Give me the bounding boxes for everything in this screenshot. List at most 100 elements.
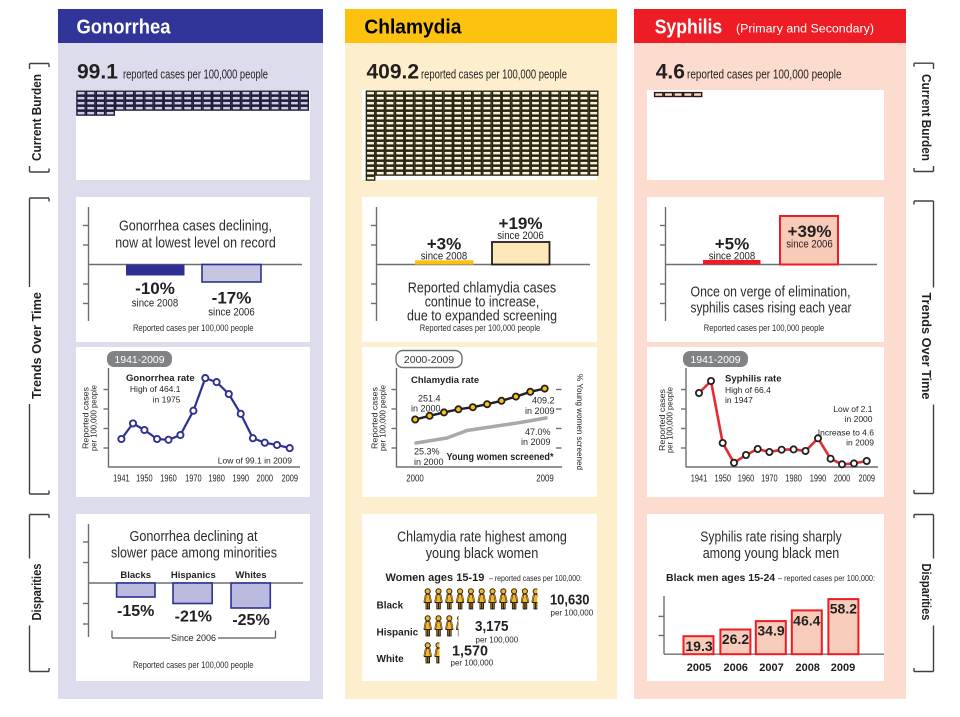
svg-text:+19%: +19% xyxy=(499,214,543,233)
svg-text:reported cases per 100,000 peo: reported cases per 100,000 people xyxy=(687,67,842,82)
svg-text:Current Burden: Current Burden xyxy=(30,74,44,161)
svg-text:1970: 1970 xyxy=(185,474,202,485)
svg-text:White: White xyxy=(377,654,405,665)
svg-text:% Young women screened: % Young women screened xyxy=(575,374,585,470)
svg-text:per 100,000 people: per 100,000 people xyxy=(89,385,99,451)
svg-text:+5%: +5% xyxy=(715,235,750,254)
svg-text:Reported cases per 100,000 peo: Reported cases per 100,000 people xyxy=(704,323,825,334)
svg-text:409.2: 409.2 xyxy=(367,61,420,84)
svg-text:34.9: 34.9 xyxy=(757,623,784,639)
svg-text:in 1947: in 1947 xyxy=(725,395,753,405)
svg-text:Reported cases: Reported cases xyxy=(81,387,91,449)
svg-text:(Primary and Secondary): (Primary and Secondary) xyxy=(736,24,874,36)
svg-text:2009: 2009 xyxy=(536,474,554,485)
svg-text:1950: 1950 xyxy=(714,474,731,485)
svg-text:251.4: 251.4 xyxy=(418,394,441,404)
svg-text:High of 66.4: High of 66.4 xyxy=(725,385,771,395)
svg-text:per 100,000 people: per 100,000 people xyxy=(665,387,675,453)
svg-text:409.2: 409.2 xyxy=(532,396,555,406)
svg-text:1960: 1960 xyxy=(738,474,755,485)
svg-text:-10%: -10% xyxy=(135,279,175,298)
svg-text:2009: 2009 xyxy=(858,474,875,485)
svg-text:in 2000: in 2000 xyxy=(411,404,441,414)
svg-text:Reported cases per 100,000 peo: Reported cases per 100,000 people xyxy=(420,323,541,334)
svg-text:Syphilis: Syphilis xyxy=(655,17,723,39)
svg-text:-15%: -15% xyxy=(117,603,154,620)
svg-text:1941: 1941 xyxy=(113,474,130,485)
svg-text:Disparities: Disparities xyxy=(919,564,933,621)
svg-text:4.6: 4.6 xyxy=(656,61,685,84)
svg-text:per 100,000: per 100,000 xyxy=(551,609,594,618)
svg-text:2007: 2007 xyxy=(759,662,783,674)
svg-text:in 2000: in 2000 xyxy=(845,414,873,424)
svg-text:1980: 1980 xyxy=(208,474,225,485)
svg-text:Low of 2.1: Low of 2.1 xyxy=(833,404,872,414)
svg-text:Gonorrhea declining at: Gonorrhea declining at xyxy=(130,529,258,545)
svg-text:continue to increase,: continue to increase, xyxy=(425,295,540,311)
svg-text:High of 464.1: High of 464.1 xyxy=(130,384,181,394)
svg-text:Low of 99.1 in 2009: Low of 99.1 in 2009 xyxy=(218,456,292,466)
svg-text:58.2: 58.2 xyxy=(830,601,857,617)
svg-text:reported cases per 100,000 peo: reported cases per 100,000 people xyxy=(421,67,567,82)
svg-text:2009: 2009 xyxy=(281,474,298,485)
svg-text:in 1975: in 1975 xyxy=(153,395,181,405)
svg-text:Gonorrhea: Gonorrhea xyxy=(77,17,172,39)
svg-text:per 100,000: per 100,000 xyxy=(451,659,494,668)
svg-text:Reported cases: Reported cases xyxy=(657,389,667,451)
svg-text:2000-2009: 2000-2009 xyxy=(404,354,454,366)
svg-text:Gonorrhea rate: Gonorrhea rate xyxy=(126,373,195,384)
svg-text:now at lowest level on record: now at lowest level on record xyxy=(115,236,276,252)
svg-text:Women ages 15-19: Women ages 15-19 xyxy=(386,572,485,584)
svg-text:1941-2009: 1941-2009 xyxy=(114,354,164,366)
svg-text:Blacks: Blacks xyxy=(120,570,151,581)
svg-text:per 100,000: per 100,000 xyxy=(476,636,519,645)
svg-text:1990: 1990 xyxy=(232,474,249,485)
svg-text:Once on verge of elimination,: Once on verge of elimination, xyxy=(691,285,851,301)
svg-text:in 2009: in 2009 xyxy=(846,438,874,448)
svg-text:reported cases per 100,000 peo: reported cases per 100,000 people xyxy=(123,67,268,82)
svg-text:Black: Black xyxy=(377,601,404,612)
svg-text:due to expanded screening: due to expanded screening xyxy=(407,309,557,325)
svg-text:47.0%: 47.0% xyxy=(525,427,551,437)
svg-text:1970: 1970 xyxy=(761,474,778,485)
svg-text:Disparities: Disparities xyxy=(30,563,44,620)
svg-text:Trends Over Time: Trends Over Time xyxy=(919,293,933,400)
svg-text:2000: 2000 xyxy=(406,474,424,485)
svg-text:1990: 1990 xyxy=(810,474,827,485)
svg-text:Hispanic: Hispanic xyxy=(377,628,419,639)
svg-text:Young women screened*: Young women screened* xyxy=(447,452,554,463)
svg-text:since 2008: since 2008 xyxy=(132,298,179,310)
svg-text:in 2000: in 2000 xyxy=(414,457,444,467)
svg-text:1941: 1941 xyxy=(691,474,708,485)
svg-text:3,175: 3,175 xyxy=(475,618,509,635)
svg-text:Chlamydia rate: Chlamydia rate xyxy=(411,375,479,386)
svg-text:-17%: -17% xyxy=(212,289,252,308)
svg-text:2009: 2009 xyxy=(831,662,855,674)
svg-text:10,630: 10,630 xyxy=(550,592,590,609)
svg-text:in 2009: in 2009 xyxy=(525,406,555,416)
svg-text:Since 2006: Since 2006 xyxy=(171,633,216,643)
svg-text:1,570: 1,570 xyxy=(452,643,488,660)
svg-text:Reported cases: Reported cases xyxy=(370,387,380,449)
svg-text:– reported cases per 100,000:: – reported cases per 100,000: xyxy=(778,574,875,583)
svg-text:2000: 2000 xyxy=(834,474,851,485)
svg-text:+39%: +39% xyxy=(788,222,832,241)
svg-text:Trends Over Time: Trends Over Time xyxy=(30,292,44,399)
svg-text:Hispanics: Hispanics xyxy=(171,570,216,581)
svg-text:99.1: 99.1 xyxy=(77,61,118,84)
svg-text:per 100,000 people: per 100,000 people xyxy=(378,385,388,451)
svg-text:among young black men: among young black men xyxy=(703,546,840,562)
svg-text:2006: 2006 xyxy=(723,662,747,674)
svg-text:2000: 2000 xyxy=(257,474,274,485)
svg-text:Reported chlamydia cases: Reported chlamydia cases xyxy=(408,281,556,297)
svg-text:Chlamydia: Chlamydia xyxy=(364,17,462,39)
svg-text:2005: 2005 xyxy=(687,662,711,674)
svg-text:19.3: 19.3 xyxy=(685,638,712,654)
svg-text:since 2006: since 2006 xyxy=(208,307,255,319)
svg-text:in 2009: in 2009 xyxy=(521,437,551,447)
svg-text:slower pace among minorities: slower pace among minorities xyxy=(111,546,277,562)
svg-text:young black women: young black women xyxy=(426,546,539,562)
svg-text:Reported cases per 100,000 peo: Reported cases per 100,000 people xyxy=(133,660,254,671)
svg-text:since 2006: since 2006 xyxy=(497,230,544,242)
svg-text:-25%: -25% xyxy=(232,612,269,629)
